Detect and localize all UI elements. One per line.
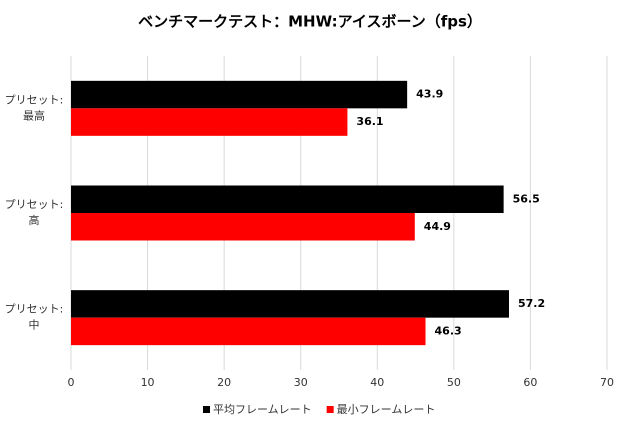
bar [71,290,509,318]
x-tick-label: 20 [217,376,231,389]
chart-title: ベンチマークテスト：MHW:アイスボーン（fps） [138,13,482,31]
bar [71,317,426,346]
y-tick-label: プリセット:中 [5,303,64,332]
x-tick-label: 40 [370,376,384,389]
bar [71,108,348,136]
value-label: 44.9 [424,220,451,233]
y-tick-label: プリセット:高 [5,198,64,227]
x-tick-label: 10 [141,376,155,389]
value-label: 57.2 [518,297,545,310]
legend-swatch [326,406,334,413]
legend-label: 平均フレームレート [213,403,312,416]
value-label: 36.1 [356,115,383,128]
x-tick-label: 0 [68,376,75,389]
y-tick-label: プリセット:最高 [5,93,64,122]
bar [71,213,415,241]
x-tick-label: 30 [294,376,308,389]
value-label: 46.3 [435,324,462,337]
legend-label: 最小フレームレート [337,403,436,416]
value-label: 56.5 [513,192,540,205]
bar [71,185,504,213]
x-tick-label: 60 [523,376,537,389]
x-tick-label: 50 [447,376,461,389]
x-tick-label: 70 [600,376,614,389]
legend-swatch [203,406,210,413]
bar [71,80,408,109]
value-label: 43.9 [416,88,443,101]
